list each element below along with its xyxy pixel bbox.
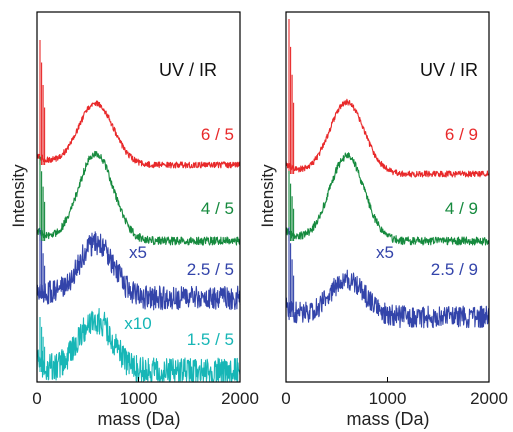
series-line-2-5-9 [285, 227, 490, 329]
left-panel: Intensity UV / IR 6 / 5 4 / 5 2.5 / 5 x5 1.5… [9, 11, 259, 429]
left-header: UV / IR [159, 60, 217, 80]
series-line-6-9 [285, 19, 490, 178]
right-traces [285, 19, 490, 329]
series-line-2-5-5 [36, 228, 241, 311]
series-label: 2.5 / 5 [187, 260, 234, 279]
scale-factor-label: x5 [376, 243, 394, 262]
series-line-4-5 [36, 150, 241, 246]
series-label: 4 / 5 [201, 199, 234, 218]
x-tick-label: 1000 [369, 389, 407, 408]
right-ylabel: Intensity [258, 164, 277, 228]
scale-factor-label: x5 [129, 243, 147, 262]
x-tick-label: 2000 [221, 389, 259, 408]
x-tick-label: 1000 [120, 389, 158, 408]
series-label: 4 / 9 [445, 199, 478, 218]
right-x-ticks: 0 1000 2000 [281, 377, 508, 408]
series-label: 6 / 9 [445, 125, 478, 144]
series-line-4-9 [285, 152, 490, 246]
series-label: 6 / 5 [201, 125, 234, 144]
series-label: 2.5 / 9 [431, 260, 478, 279]
series-line-6-5 [36, 40, 241, 169]
right-header: UV / IR [420, 60, 478, 80]
x-tick-label: 0 [281, 389, 290, 408]
x-tick-label: 0 [32, 389, 41, 408]
left-series-labels: 6 / 5 4 / 5 2.5 / 5 x5 1.5 / 5 x10 [124, 125, 234, 349]
scale-factor-label: x10 [124, 314, 151, 333]
left-ylabel: Intensity [9, 164, 28, 228]
series-label: 1.5 / 5 [187, 330, 234, 349]
right-xlabel: mass (Da) [346, 409, 429, 429]
right-series-labels: 6 / 9 4 / 9 2.5 / 9 x5 [376, 125, 478, 279]
left-xlabel: mass (Da) [97, 409, 180, 429]
left-x-ticks: 0 1000 2000 [32, 377, 259, 408]
x-tick-label: 2000 [470, 389, 508, 408]
right-panel: Intensity UV / IR 6 / 9 4 / 9 2.5 / 9 x5 0 1… [258, 11, 508, 429]
